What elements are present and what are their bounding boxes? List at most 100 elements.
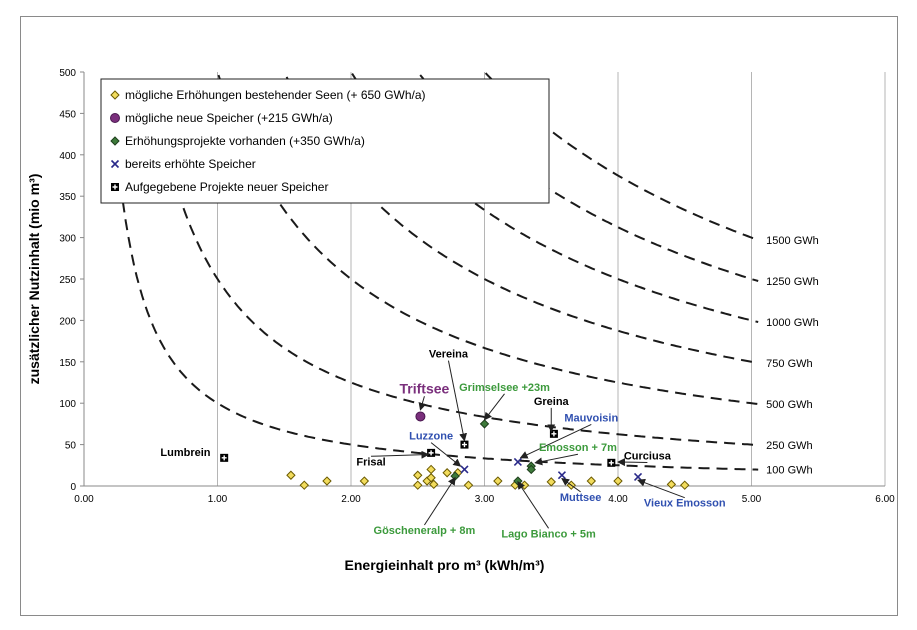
legend: mögliche Erhöhungen bestehender Seen (+ … [100, 78, 550, 204]
data-point [607, 458, 616, 467]
legend-marker [110, 136, 120, 146]
data-point [286, 470, 296, 480]
data-point [586, 476, 597, 486]
data-point [427, 448, 436, 457]
annotation-label: Emosson + 7m [539, 442, 617, 454]
x-tick-label: 5.00 [742, 494, 762, 505]
legend-marker [110, 159, 120, 169]
y-tick-label: 100 [59, 399, 76, 410]
legend-box [100, 78, 550, 204]
energy-curve-label: 1000 GWh [766, 317, 819, 329]
data-point [633, 472, 643, 481]
energy-curve-label: 1250 GWh [766, 276, 819, 288]
scatter-chart: 1500 GWh 1250 GWh 1000 GWh 750 GWh 500 GWh 25… [26, 68, 895, 573]
annotations: Triftsee Vereina Grimselsee +23m Greina Mauv… [160, 349, 725, 541]
marker-plus [428, 450, 434, 456]
data-point [526, 464, 536, 475]
annotation-label: Grimselsee +23m [459, 382, 550, 394]
annotation-label: Vieux Emosson [644, 498, 726, 510]
data-point [493, 476, 503, 486]
y-tick-label: 50 [65, 441, 77, 452]
energy-curve-label: 500 GWh [766, 399, 812, 411]
legend-marker [111, 183, 119, 191]
marker-plus [221, 455, 227, 461]
annotation-label: Triftsee [400, 380, 450, 396]
energy-curve-label: 1500 GWh [766, 235, 819, 247]
y-tick-label: 0 [70, 482, 76, 493]
axes: 0.00 1.00 2.00 3.00 4.00 5.00 6.00 0 50 100 150 200… [59, 68, 895, 505]
data-point [426, 464, 436, 475]
x-tick-label: 3.00 [475, 494, 495, 505]
data-point [680, 480, 690, 490]
data-point [460, 465, 469, 474]
annotation-arrow [519, 423, 592, 459]
data-point [359, 476, 370, 486]
annotation-label: Mauvoisin [564, 412, 618, 424]
annotation-arrow [371, 450, 430, 459]
data-point [460, 440, 469, 449]
annotation-label: Vereina [429, 349, 469, 361]
annotation-arrow [418, 396, 427, 411]
data-point [463, 480, 474, 490]
data-point [426, 473, 436, 483]
data-point [413, 480, 423, 490]
x-tick-label: 4.00 [608, 494, 628, 505]
data-point [415, 411, 426, 422]
annotation-label: Greina [534, 396, 570, 408]
annotation-label: Lumbrein [160, 447, 210, 459]
y-tick-label: 350 [59, 192, 76, 203]
energy-curve [351, 73, 759, 323]
energy-curve [152, 85, 759, 446]
data-point [429, 479, 439, 490]
chart-frame: 1500 GWh 1250 GWh 1000 GWh 750 GWh 500 GWh 25… [20, 16, 898, 616]
annotation-label: Lago Bianco + 5m [501, 528, 596, 540]
data-point [613, 476, 623, 486]
x-tick-label: 0.00 [74, 494, 94, 505]
marker-plus [461, 442, 467, 448]
marker-plus [608, 460, 614, 466]
data-point [546, 477, 556, 487]
data-point [322, 476, 332, 486]
data-point [666, 479, 677, 490]
data-point [513, 457, 522, 467]
energy-curve [111, 93, 759, 471]
marker-plus [112, 184, 118, 190]
annotation-arrow [617, 458, 648, 467]
energy-curves: 1500 GWh 1250 GWh 1000 GWh 750 GWh 500 GWh 25… [111, 72, 819, 477]
data-point [413, 470, 423, 480]
legend-entry: Aufgegebene Projekte neuer Speicher [125, 180, 328, 194]
y-tick-label: 150 [59, 358, 76, 369]
y-tick-label: 200 [59, 316, 76, 327]
annotation-label: Luzzone [409, 431, 453, 443]
annotation-arrow [483, 393, 505, 421]
annotation-arrow [561, 477, 581, 493]
energy-curve [217, 74, 759, 405]
y-tick-label: 300 [59, 234, 76, 245]
x-axis-title: Energieinhalt pro m³ (kWh/m³) [345, 557, 545, 573]
annotation-label: Curciusa [624, 451, 672, 463]
energy-curve-label: 250 GWh [766, 440, 812, 452]
x-tick-label: 2.00 [341, 494, 361, 505]
data-point [299, 480, 309, 490]
y-tick-label: 450 [59, 109, 76, 120]
y-axis-title: zusätzlicher Nutzinhalt (mio m³) [26, 174, 42, 385]
annotation-label: Göscheneralp + 8m [374, 525, 476, 537]
energy-curve-label: 750 GWh [766, 358, 812, 370]
annotation-arrow [517, 481, 549, 529]
data-point [220, 453, 229, 462]
annotation-arrow [637, 478, 685, 499]
annotation-arrow [534, 453, 579, 466]
data-point [557, 471, 566, 480]
legend-entry: bereits erhöhte Speicher [125, 157, 256, 171]
energy-curve-label: 100 GWh [766, 465, 812, 477]
y-tick-label: 400 [59, 151, 76, 162]
annotation-label: Frisal [356, 456, 385, 468]
legend-entry: mögliche Erhöhungen bestehender Seen (+ … [125, 88, 426, 102]
y-tick-label: 250 [59, 275, 76, 286]
legend-marker [110, 90, 120, 100]
energy-curve [285, 76, 759, 364]
annotation-arrow [430, 442, 462, 467]
data-point [479, 419, 490, 429]
data-point [442, 468, 452, 478]
x-tick-label: 1.00 [208, 494, 228, 505]
